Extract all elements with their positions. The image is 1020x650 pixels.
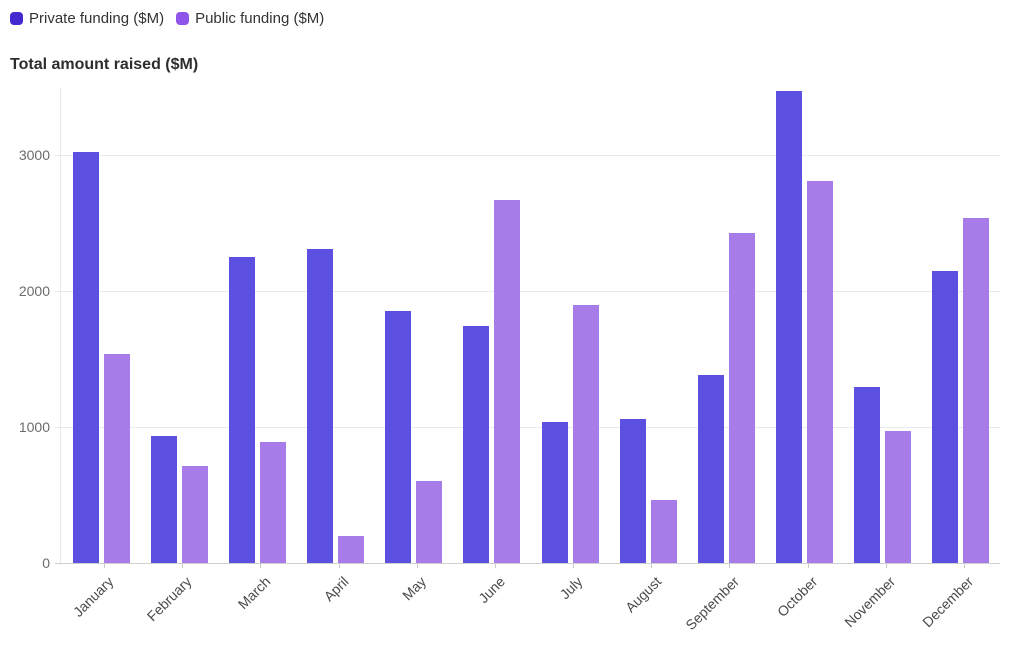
gridline-3000 [55, 155, 1000, 156]
bar-public-february[interactable] [181, 466, 208, 563]
x-axis-tick [416, 564, 418, 568]
x-axis-label-june: June [474, 573, 508, 607]
x-axis-line [55, 563, 1000, 564]
x-axis-label-march: March [234, 573, 274, 613]
gridline-1000 [55, 427, 1000, 428]
y-axis-tick-label: 1000 [18, 419, 50, 435]
legend-label: Public funding ($M) [195, 10, 325, 27]
bar-private-october[interactable] [776, 91, 803, 563]
x-axis-tick [963, 564, 965, 568]
bar-private-june[interactable] [463, 325, 490, 563]
x-axis-tick [260, 564, 262, 568]
bar-private-august[interactable] [619, 418, 646, 563]
x-axis-tick [104, 564, 106, 568]
x-axis-tick [338, 564, 340, 568]
x-axis-label-april: April [320, 573, 352, 605]
x-axis-tick [729, 564, 731, 568]
bar-private-december[interactable] [932, 271, 959, 563]
bar-public-december[interactable] [963, 217, 990, 563]
legend-item-private-funding-m: Private funding ($M) [10, 11, 164, 26]
y-axis-line [60, 88, 61, 563]
x-axis-tick [651, 564, 653, 568]
x-axis-label-september: September [682, 573, 743, 634]
legend-swatch-icon [176, 12, 190, 25]
bar-public-may[interactable] [416, 481, 443, 563]
bar-public-january[interactable] [103, 353, 130, 563]
chart-legend: Private funding ($M) Public funding ($M) [10, 11, 324, 26]
bar-public-october[interactable] [807, 180, 834, 563]
x-axis-tick [182, 564, 184, 568]
bar-private-november[interactable] [854, 386, 881, 563]
x-axis-tick [807, 564, 809, 568]
bar-private-july[interactable] [541, 422, 568, 563]
bar-public-november[interactable] [885, 431, 912, 563]
x-axis-tick [494, 564, 496, 568]
y-axis-tick-label: 2000 [18, 283, 50, 299]
bar-public-june[interactable] [494, 199, 521, 563]
x-axis-label-january: January [70, 573, 117, 620]
bar-private-february[interactable] [150, 435, 177, 563]
x-axis-label-october: October [773, 573, 821, 620]
y-axis-tick-label: 3000 [18, 147, 50, 163]
x-axis-label-july: July [556, 573, 586, 603]
bar-public-april[interactable] [338, 535, 365, 563]
bar-public-july[interactable] [572, 305, 599, 563]
plot-area [55, 87, 1000, 563]
x-axis-label-february: February [143, 573, 195, 625]
x-axis-label-december: December [919, 573, 977, 631]
bar-public-august[interactable] [650, 500, 677, 563]
y-axis-tick-label: 0 [42, 555, 50, 571]
bar-private-september[interactable] [697, 374, 724, 563]
x-axis-label-november: November [841, 573, 899, 631]
bar-public-september[interactable] [728, 232, 755, 563]
x-axis-label-august: August [621, 573, 664, 616]
bar-private-march[interactable] [228, 257, 255, 563]
x-axis-tick [885, 564, 887, 568]
x-axis-label-may: May [399, 573, 430, 604]
x-axis-tick [573, 564, 575, 568]
bar-public-march[interactable] [259, 441, 286, 563]
legend-label: Private funding ($M) [29, 10, 165, 27]
bar-private-january[interactable] [72, 152, 99, 563]
gridline-2000 [55, 291, 1000, 292]
bar-private-may[interactable] [385, 310, 412, 563]
legend-item-public-funding-m: Public funding ($M) [176, 11, 324, 26]
chart-title: Total amount raised ($M) [10, 56, 199, 73]
bar-private-april[interactable] [307, 248, 334, 563]
legend-swatch-icon [10, 12, 23, 25]
